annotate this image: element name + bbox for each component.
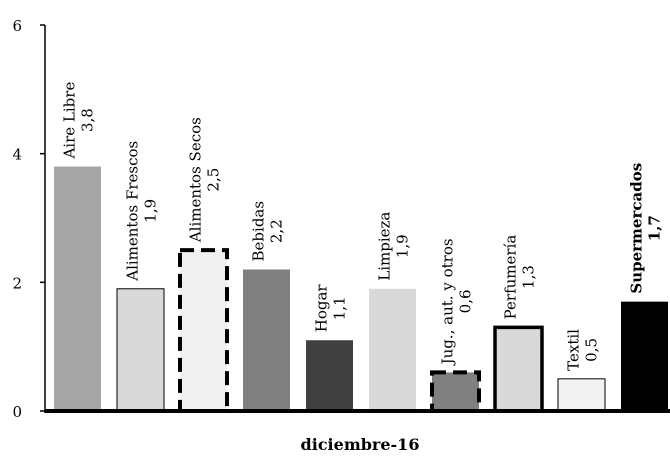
y-tick-labels: 0 2 4 6: [12, 17, 22, 421]
bar-category-label: Perfumería: [502, 235, 520, 320]
bar-category-label: Aire Libre: [61, 82, 79, 160]
bar-value-label: 1,3: [520, 265, 538, 289]
bar-label-group: Jug., aut. y otros 0,6: [439, 238, 475, 366]
bar-category-label: Limpieza: [376, 212, 394, 281]
bar-label-group: Perfumería 1,3: [502, 235, 538, 320]
y-tick-label: 2: [12, 274, 22, 292]
bar-label-group: Textil 0,5: [565, 329, 601, 371]
bar-label-group: Hogar 1,1: [313, 284, 349, 333]
bar-category-label: Alimentos Frescos: [124, 141, 142, 282]
bar-label-group: Alimentos Secos 2,5: [187, 117, 223, 243]
y-tick-label: 0: [12, 403, 22, 421]
bar-category-label: Supermercados: [628, 163, 646, 294]
bar-value-label: 0,6: [457, 289, 475, 313]
y-axis: [40, 24, 46, 413]
bar-0: [54, 166, 101, 411]
bar-2: [178, 248, 229, 413]
y-tick-label: 4: [12, 146, 22, 164]
bar-value-label: 1,1: [331, 296, 349, 320]
bar-3: [243, 269, 290, 411]
bar-label-group: Supermercados 1,7: [628, 163, 664, 294]
bar-category-label: Textil: [565, 329, 583, 371]
bar-label-group: Bebidas 2,2: [250, 201, 286, 262]
bar-category-label: Alimentos Secos: [187, 117, 205, 243]
bar-value-label: 1,9: [394, 234, 412, 258]
bar-category-label: Jug., aut. y otros: [439, 238, 457, 366]
bar-value-label: 2,2: [268, 219, 286, 243]
bars: [54, 166, 668, 413]
bar-7: [493, 325, 544, 413]
bar-category-label: Bebidas: [250, 201, 268, 262]
bar-value-label: 1,9: [142, 199, 160, 223]
bar-category-label: Hogar: [313, 284, 331, 333]
bar-label-group: Alimentos Frescos 1,9: [124, 141, 160, 282]
bar-value-label: 1,7: [646, 215, 664, 241]
bar-value-label: 2,5: [205, 168, 223, 192]
bar-label-group: Limpieza 1,9: [376, 212, 412, 281]
bar-9: [621, 301, 668, 411]
bar-label-group: Aire Libre 3,8: [61, 82, 97, 160]
bar-6: [430, 370, 481, 413]
bar-4: [306, 340, 353, 411]
bar-value-label: 3,8: [79, 108, 97, 132]
x-axis-title: diciembre-16: [301, 435, 420, 454]
bar-value-label: 0,5: [583, 338, 601, 362]
bar-8: [557, 378, 606, 412]
y-tick-label: 6: [12, 17, 22, 35]
bar-1: [116, 288, 165, 412]
bar-5: [369, 288, 416, 411]
